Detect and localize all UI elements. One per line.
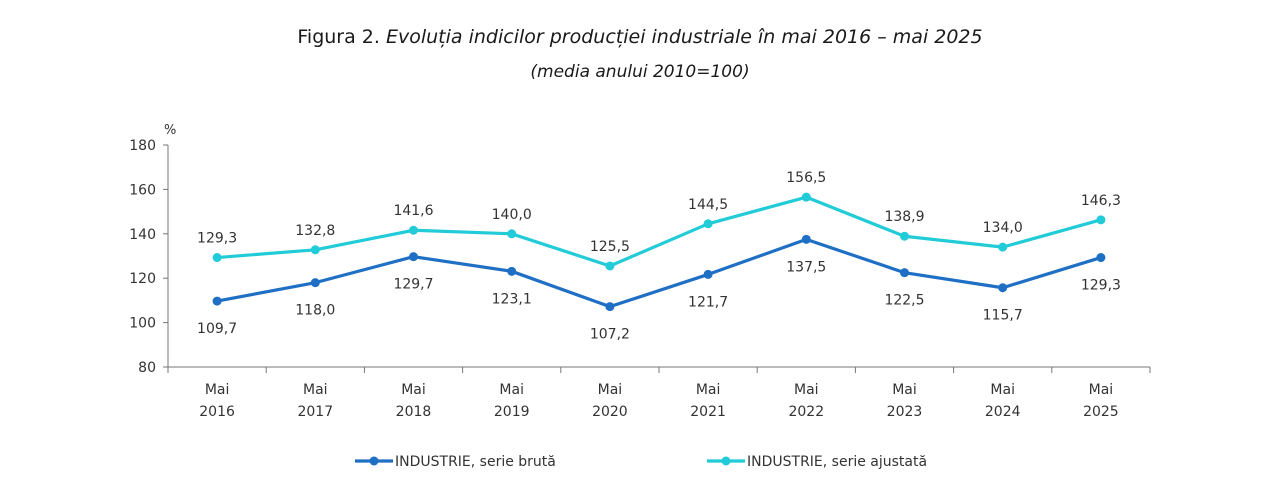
data-label: 109,7	[197, 321, 237, 337]
data-label: 122,5	[884, 293, 924, 309]
data-label: 141,6	[393, 203, 433, 219]
series-line	[215, 195, 1103, 268]
x-tick-label: Mai	[990, 382, 1015, 398]
data-label: 137,5	[786, 259, 826, 275]
legend-marker	[721, 456, 731, 466]
data-point	[310, 278, 320, 288]
data-point	[605, 302, 615, 312]
data-point	[409, 252, 418, 262]
x-tick-label: Mai	[1089, 382, 1114, 398]
series-line	[215, 237, 1103, 309]
data-point	[703, 219, 713, 229]
data-point	[507, 229, 517, 239]
data-point	[900, 231, 909, 241]
data-point	[998, 242, 1008, 252]
data-label: 107,2	[590, 327, 630, 343]
y-tick-label: 180	[129, 138, 156, 154]
x-tick-label: Mai	[401, 382, 426, 398]
x-tick-label: 2024	[985, 404, 1021, 420]
data-point	[998, 283, 1008, 293]
x-tick-label: 2019	[494, 404, 530, 420]
legend-label: INDUSTRIE, serie brută	[395, 454, 556, 470]
x-tick-label: Mai	[598, 382, 623, 398]
chart-title: Figura 2. Evoluția indicilor producției …	[0, 26, 1280, 48]
data-point	[507, 266, 517, 276]
x-tick-label: Mai	[794, 382, 819, 398]
data-point	[801, 192, 811, 202]
data-point	[605, 261, 615, 271]
data-point	[310, 245, 320, 255]
legend-label: INDUSTRIE, serie ajustată	[747, 454, 927, 470]
data-label: 144,5	[688, 197, 728, 213]
y-axis-label: %	[164, 123, 176, 138]
y-tick-label: 160	[129, 182, 156, 198]
x-tick-label: 2020	[592, 404, 628, 420]
data-label: 132,8	[295, 223, 335, 239]
x-tick-label: 2018	[396, 404, 432, 420]
data-label: 129,3	[1081, 278, 1121, 294]
data-label: 156,5	[786, 170, 826, 186]
data-point	[703, 269, 713, 279]
legend: INDUSTRIE, serie brută INDUSTRIE, serie a…	[355, 454, 927, 470]
x-tick-label: Mai	[696, 382, 721, 398]
x-tick-label: Mai	[303, 382, 328, 398]
data-label: 121,7	[688, 294, 728, 310]
chart-subtitle: (media anului 2010=100)	[530, 62, 750, 82]
x-tick-label: 2021	[690, 404, 726, 420]
y-tick-label: 120	[129, 271, 156, 287]
data-point	[801, 234, 811, 244]
x-tick-label: 2025	[1083, 404, 1119, 420]
legend-marker	[369, 456, 379, 466]
data-label: 125,5	[590, 239, 630, 255]
data-label: 138,9	[884, 209, 924, 225]
data-label: 134,0	[983, 220, 1023, 236]
y-tick-label: 80	[138, 360, 156, 376]
data-label: 115,7	[983, 308, 1023, 324]
x-tick-label: Mai	[205, 382, 230, 398]
y-tick-label: 100	[129, 316, 156, 332]
data-label: 146,3	[1081, 193, 1121, 209]
data-label: 140,0	[492, 207, 532, 223]
data-label: 129,3	[197, 231, 237, 247]
data-point	[409, 225, 418, 235]
axes: % 80 100 120 140 160 180 Mai 2016 Mai 2017 Mai 2018 M…	[129, 123, 1151, 420]
data-point	[1096, 253, 1106, 263]
x-tick-label: Mai	[499, 382, 524, 398]
y-tick-label: 140	[129, 227, 156, 243]
data-point	[1096, 215, 1106, 225]
data-label: 123,1	[492, 291, 532, 307]
data-point	[900, 268, 909, 278]
x-tick-label: 2023	[887, 404, 923, 420]
x-tick-label: 2022	[788, 404, 824, 420]
data-point	[212, 253, 222, 263]
x-tick-label: 2017	[297, 404, 333, 420]
x-tick-label: Mai	[892, 382, 917, 398]
figure-label: Figura 2.	[297, 26, 380, 48]
series-layer: 109,7 118,0 129,7 123,1 107,2 121,7 137,5 122,5…	[197, 170, 1121, 342]
data-label: 118,0	[295, 303, 335, 319]
data-point	[212, 296, 222, 306]
data-label: 129,7	[393, 277, 433, 293]
x-tick-label: 2016	[199, 404, 235, 420]
title-text: Evoluția indicilor producției industrial…	[385, 26, 983, 48]
